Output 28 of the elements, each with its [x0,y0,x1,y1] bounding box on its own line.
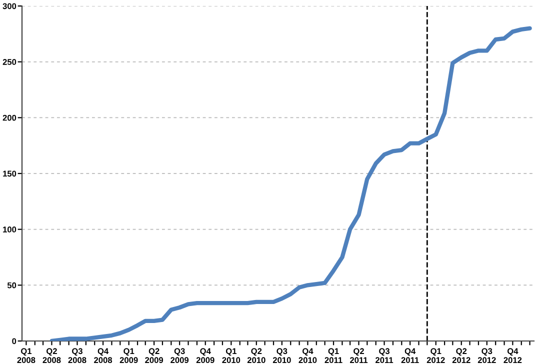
x-tick-label: Q4 2012 [504,348,522,364]
x-tick-label: Q4 2010 [298,348,317,364]
x-tick-label: Q3 2010 [272,348,291,364]
y-tick-label: 0 [12,338,16,344]
x-tick-label: Q4 2009 [196,348,214,364]
y-tick-label: 250 [2,59,16,65]
x-tick-label: Q1 2011 [324,348,342,364]
x-tick-label: Q1 2010 [222,348,240,364]
x-tick-label: Q2 2012 [452,348,470,364]
x-tick-label: Q2 2011 [350,348,368,364]
x-tick-label: Q2 2009 [145,348,164,364]
x-tick-label: Q3 2011 [376,348,394,364]
y-tick-label: 100 [3,226,16,232]
x-tick-label: Q3 2009 [170,348,189,364]
x-tick-label: Q3 2008 [68,348,86,364]
x-tick-label: Q1 2009 [120,348,138,364]
y-tick-label: 50 [7,282,16,288]
x-tick-label: Q2 2010 [247,348,266,364]
y-tick-label: 200 [2,114,16,121]
x-tick-label: Q2 2008 [42,348,61,364]
line-series [50,26,532,341]
x-tick-label: Q4 2011 [401,348,419,364]
y-tick-label: 300 [2,3,16,10]
x-tick-label: Q4 2008 [94,348,112,364]
x-tick-label: Q1 2012 [426,348,445,364]
y-tick-label: 150 [3,170,16,177]
x-tick-label: Q3 2012 [478,348,496,364]
x-tick-label: Q1 2008 [17,348,36,364]
